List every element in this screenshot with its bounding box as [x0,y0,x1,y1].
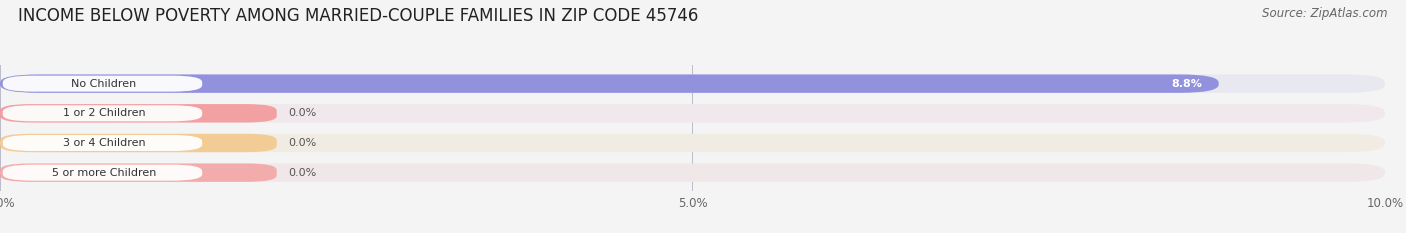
Text: 5 or more Children: 5 or more Children [52,168,156,178]
FancyBboxPatch shape [0,134,277,152]
Text: Source: ZipAtlas.com: Source: ZipAtlas.com [1263,7,1388,20]
FancyBboxPatch shape [0,134,1385,152]
Text: 0.0%: 0.0% [288,138,316,148]
Text: 0.0%: 0.0% [288,108,316,118]
Text: 3 or 4 Children: 3 or 4 Children [62,138,145,148]
FancyBboxPatch shape [3,105,202,121]
Text: INCOME BELOW POVERTY AMONG MARRIED-COUPLE FAMILIES IN ZIP CODE 45746: INCOME BELOW POVERTY AMONG MARRIED-COUPL… [18,7,699,25]
FancyBboxPatch shape [0,74,1219,93]
FancyBboxPatch shape [0,104,1385,123]
Text: 0.0%: 0.0% [288,168,316,178]
FancyBboxPatch shape [3,76,202,92]
Text: No Children: No Children [72,79,136,89]
FancyBboxPatch shape [0,164,277,182]
Text: 1 or 2 Children: 1 or 2 Children [62,108,145,118]
FancyBboxPatch shape [0,104,277,123]
FancyBboxPatch shape [3,135,202,151]
FancyBboxPatch shape [3,165,202,181]
FancyBboxPatch shape [0,164,1385,182]
FancyBboxPatch shape [0,74,1385,93]
Text: 8.8%: 8.8% [1171,79,1202,89]
